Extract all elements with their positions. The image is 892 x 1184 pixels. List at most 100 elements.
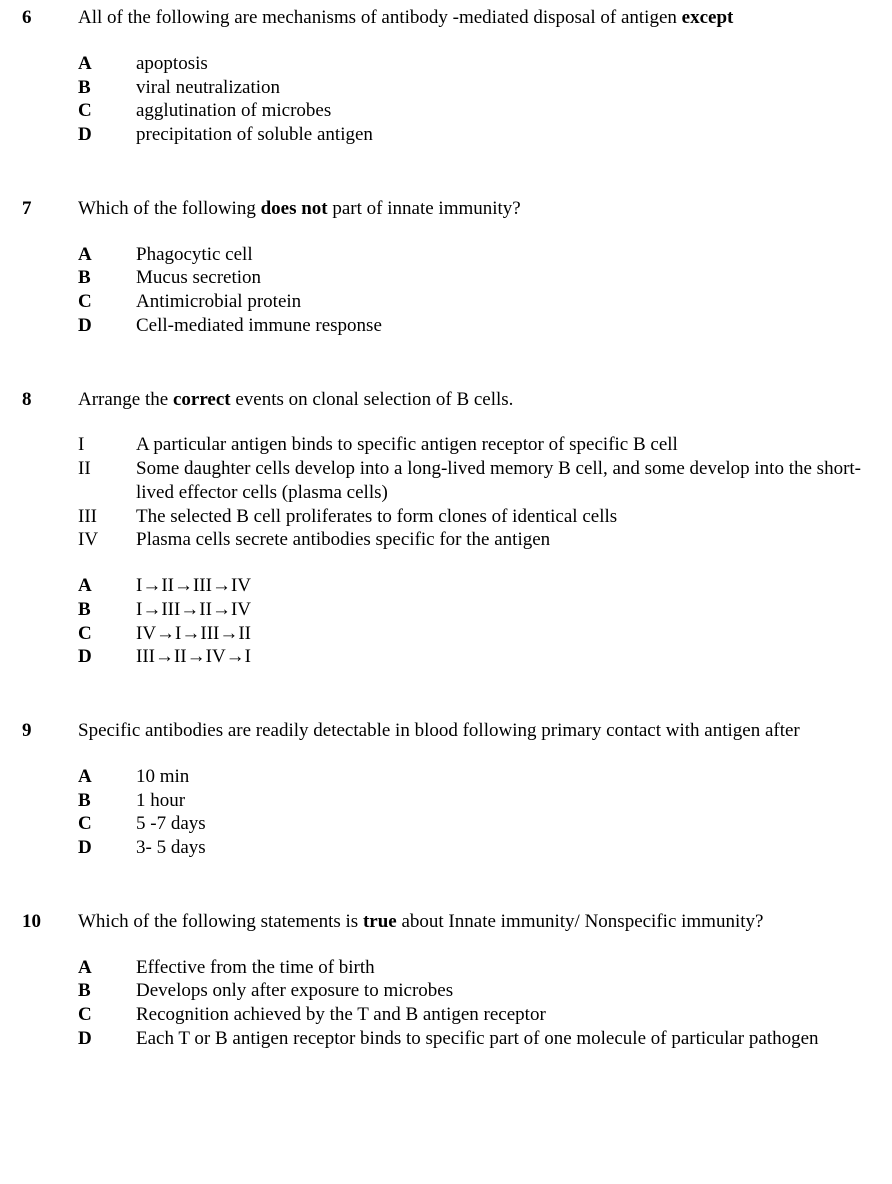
roman-label: IV xyxy=(78,528,136,552)
option-label: B xyxy=(78,598,136,622)
document-root: 6All of the following are mechanisms of … xyxy=(22,6,862,1051)
roman-item: IISome daughter cells develop into a lon… xyxy=(78,457,862,505)
question-stem: Which of the following statements is tru… xyxy=(78,910,862,934)
option-row: CAntimicrobial protein xyxy=(78,290,862,314)
question-body: Specific antibodies are readily detectab… xyxy=(78,719,862,860)
question-block: 9Specific antibodies are readily detecta… xyxy=(22,719,862,860)
option-text: 1 hour xyxy=(136,789,862,813)
option-label: B xyxy=(78,789,136,813)
question-stem: Which of the following does not part of … xyxy=(78,197,862,221)
roman-list: IA particular antigen binds to specific … xyxy=(78,433,862,552)
stem-text: Specific antibodies are readily detectab… xyxy=(78,720,800,741)
option-label: B xyxy=(78,76,136,100)
option-label: C xyxy=(78,99,136,123)
option-text: Phagocytic cell xyxy=(136,243,862,267)
option-label: D xyxy=(78,314,136,338)
option-row: Aapoptosis xyxy=(78,52,862,76)
option-list: AapoptosisBviral neutralizationCagglutin… xyxy=(78,52,862,147)
roman-label: I xyxy=(78,433,136,457)
option-text: Develops only after exposure to microbes xyxy=(136,979,862,1003)
option-row: A10 min xyxy=(78,765,862,789)
option-label: D xyxy=(78,645,136,669)
option-label: A xyxy=(78,765,136,789)
option-row: DEach T or B antigen receptor binds to s… xyxy=(78,1027,862,1051)
question-stem: Specific antibodies are readily detectab… xyxy=(78,719,862,743)
option-row: Dprecipitation of soluble antigen xyxy=(78,123,862,147)
option-text: IV→I→III→II xyxy=(136,622,862,646)
option-text: 10 min xyxy=(136,765,862,789)
option-label: D xyxy=(78,836,136,860)
stem-bold-text: correct xyxy=(173,389,231,410)
stem-text: Arrange the xyxy=(78,389,173,410)
option-list: AI→II→III→IVBI→III→II→IVCIV→I→III→IIDIII… xyxy=(78,574,862,669)
roman-text: The selected B cell proliferates to form… xyxy=(136,505,862,529)
roman-text: Plasma cells secrete antibodies specific… xyxy=(136,528,862,552)
stem-text: part of innate immunity? xyxy=(328,198,521,219)
option-row: BDevelops only after exposure to microbe… xyxy=(78,979,862,1003)
roman-label: II xyxy=(78,457,136,481)
question-body: Which of the following does not part of … xyxy=(78,197,862,338)
option-text: 5 -7 days xyxy=(136,812,862,836)
option-row: CRecognition achieved by the T and B ant… xyxy=(78,1003,862,1027)
option-text: I→II→III→IV xyxy=(136,574,862,598)
roman-text: Some daughter cells develop into a long-… xyxy=(136,457,862,505)
option-row: Bviral neutralization xyxy=(78,76,862,100)
stem-bold-text: does not xyxy=(261,198,328,219)
option-row: CIV→I→III→II xyxy=(78,622,862,646)
option-list: A10 minB1 hourC5 -7 daysD3- 5 days xyxy=(78,765,862,860)
option-text: Each T or B antigen receptor binds to sp… xyxy=(136,1027,862,1051)
option-row: D3- 5 days xyxy=(78,836,862,860)
question-stem: All of the following are mechanisms of a… xyxy=(78,6,862,30)
question-number: 7 xyxy=(22,197,78,221)
option-text: III→II→IV→I xyxy=(136,645,862,669)
option-row: BI→III→II→IV xyxy=(78,598,862,622)
option-text: viral neutralization xyxy=(136,76,862,100)
option-row: BMucus secretion xyxy=(78,266,862,290)
option-text: agglutination of microbes xyxy=(136,99,862,123)
option-label: D xyxy=(78,1027,136,1051)
roman-item: IA particular antigen binds to specific … xyxy=(78,433,862,457)
option-text: 3- 5 days xyxy=(136,836,862,860)
option-text: Cell-mediated immune response xyxy=(136,314,862,338)
option-row: AEffective from the time of birth xyxy=(78,956,862,980)
option-label: C xyxy=(78,622,136,646)
option-label: A xyxy=(78,574,136,598)
stem-text: Which of the following statements is xyxy=(78,911,363,932)
stem-text: events on clonal selection of B cells. xyxy=(231,389,514,410)
question-stem: Arrange the correct events on clonal sel… xyxy=(78,388,862,412)
option-label: A xyxy=(78,956,136,980)
roman-item: IIIThe selected B cell proliferates to f… xyxy=(78,505,862,529)
question-body: All of the following are mechanisms of a… xyxy=(78,6,862,147)
option-row: DIII→II→IV→I xyxy=(78,645,862,669)
option-row: C5 -7 days xyxy=(78,812,862,836)
question-number: 9 xyxy=(22,719,78,743)
question-number: 6 xyxy=(22,6,78,30)
option-list: AEffective from the time of birthBDevelo… xyxy=(78,956,862,1051)
question-number: 8 xyxy=(22,388,78,412)
stem-text: Which of the following xyxy=(78,198,261,219)
roman-text: A particular antigen binds to specific a… xyxy=(136,433,862,457)
option-text: Recognition achieved by the T and B anti… xyxy=(136,1003,862,1027)
question-block: 8Arrange the correct events on clonal se… xyxy=(22,388,862,670)
stem-text: about Innate immunity/ Nonspecific immun… xyxy=(397,911,764,932)
option-label: A xyxy=(78,243,136,267)
question-block: 6All of the following are mechanisms of … xyxy=(22,6,862,147)
option-label: B xyxy=(78,266,136,290)
option-text: precipitation of soluble antigen xyxy=(136,123,862,147)
option-row: B1 hour xyxy=(78,789,862,813)
option-label: D xyxy=(78,123,136,147)
option-row: AI→II→III→IV xyxy=(78,574,862,598)
option-text: Antimicrobial protein xyxy=(136,290,862,314)
option-label: C xyxy=(78,290,136,314)
question-body: Arrange the correct events on clonal sel… xyxy=(78,388,862,670)
roman-item: IVPlasma cells secrete antibodies specif… xyxy=(78,528,862,552)
option-text: apoptosis xyxy=(136,52,862,76)
question-number: 10 xyxy=(22,910,78,934)
option-label: C xyxy=(78,812,136,836)
option-row: DCell-mediated immune response xyxy=(78,314,862,338)
option-text: Effective from the time of birth xyxy=(136,956,862,980)
stem-bold-text: true xyxy=(363,911,397,932)
option-label: A xyxy=(78,52,136,76)
option-label: C xyxy=(78,1003,136,1027)
option-row: APhagocytic cell xyxy=(78,243,862,267)
